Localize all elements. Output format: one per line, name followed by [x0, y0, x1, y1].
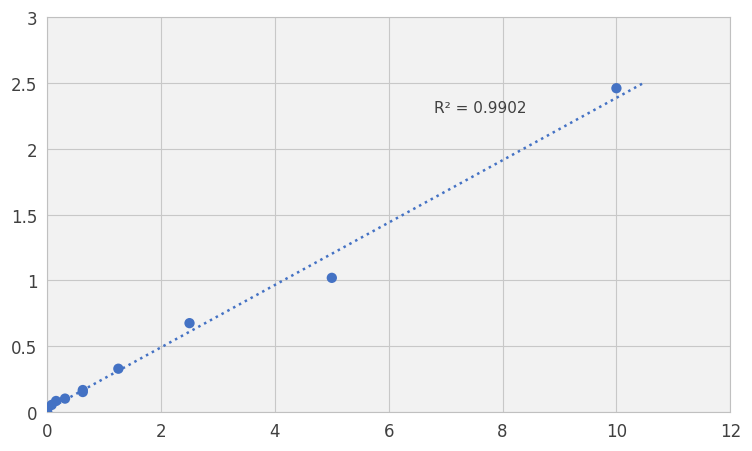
Point	[77, 389, 89, 396]
Point	[326, 275, 338, 282]
Point	[112, 365, 124, 373]
Point	[59, 395, 71, 402]
Text: R² = 0.9902: R² = 0.9902	[434, 101, 526, 115]
Point	[46, 401, 58, 409]
Point	[77, 387, 89, 394]
Point	[183, 320, 196, 327]
Point	[611, 85, 623, 92]
Point	[41, 408, 53, 415]
Point	[50, 397, 62, 405]
